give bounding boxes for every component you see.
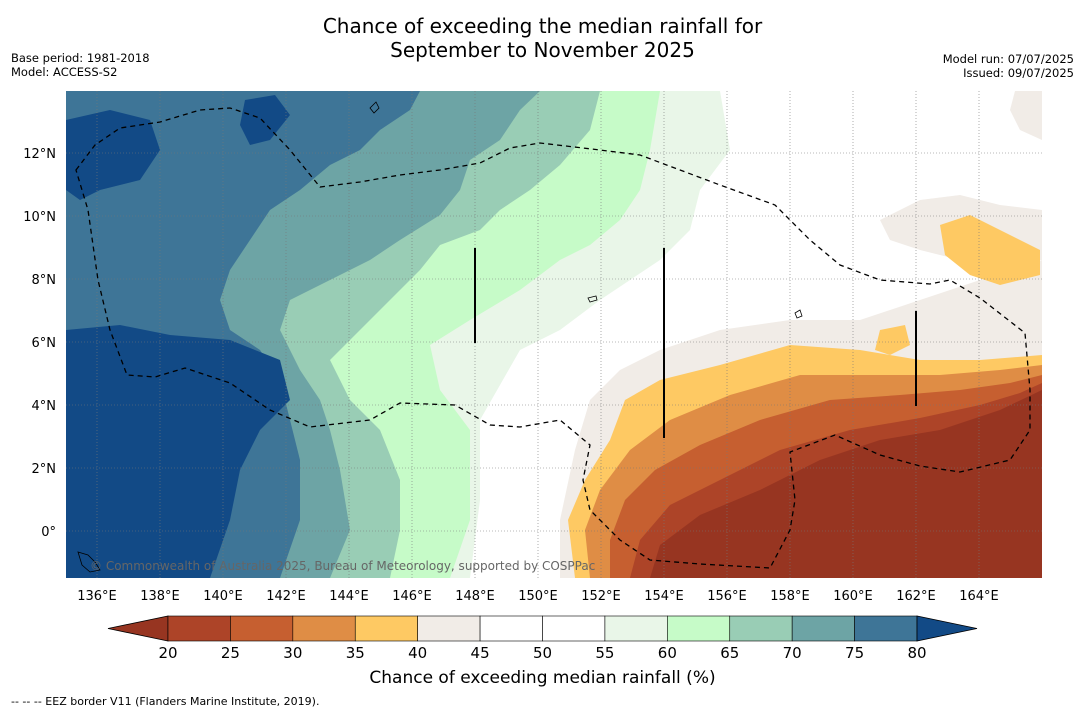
colorbar-tick-label: 60 (658, 644, 677, 662)
map-field (66, 91, 1042, 578)
band-45-c (1010, 91, 1042, 140)
lon-axis: 136°E 138°E 140°E 142°E 144°E 146°E 148°… (77, 589, 999, 604)
colorbar-bin (854, 615, 918, 642)
colorbar-bin (354, 615, 418, 642)
title-line-1: Chance of exceeding the median rainfall … (322, 14, 763, 38)
colorbar-tick-label: 45 (471, 644, 490, 662)
model-run: Model run: 07/07/2025 (942, 52, 1074, 66)
colorbar-tick-label: 55 (595, 644, 614, 662)
colorbar: 20 25 30 35 40 45 50 55 60 65 70 75 80 (107, 615, 978, 662)
lat-label: 12°N (23, 147, 56, 162)
colorbar-over-arrow (916, 615, 978, 642)
colorbar-bin (479, 615, 543, 642)
colorbar-bin (292, 615, 356, 642)
lat-label: 0° (41, 525, 56, 540)
lon-label: 148°E (455, 589, 495, 604)
colorbar-tick-label: 35 (346, 644, 365, 662)
lat-label: 6°N (32, 336, 57, 351)
model-name: Model: ACCESS-S2 (11, 65, 118, 79)
base-period: Base period: 1981-2018 (11, 51, 150, 65)
colorbar-bin (542, 615, 606, 642)
title-line-2: September to November 2025 (390, 38, 695, 62)
lat-label: 8°N (32, 273, 57, 288)
lon-label: 152°E (581, 589, 621, 604)
colorbar-bin (417, 615, 481, 642)
vertical-markers (474, 248, 917, 438)
colorbar-under-arrow (107, 615, 169, 642)
lat-axis: 12°N 10°N 8°N 6°N 4°N 2°N 0° (23, 147, 56, 540)
footnote: -- -- -- EEZ border V11 (Flanders Marine… (11, 695, 320, 708)
lon-label: 142°E (266, 589, 306, 604)
lat-label: 10°N (23, 210, 56, 225)
copyright-text: © Commonwealth of Australia 2025, Bureau… (90, 559, 595, 573)
colorbar-bin (667, 615, 731, 642)
eez-border (75, 107, 1031, 569)
lon-label: 162°E (896, 589, 936, 604)
lon-label: 136°E (77, 589, 117, 604)
colorbar-bin (230, 615, 294, 642)
colorbar-tick-label: 80 (907, 644, 926, 662)
band-40-c (875, 325, 910, 355)
colorbar-tick-label: 20 (158, 644, 177, 662)
colorbar-label: Chance of exceeding median rainfall (%) (369, 668, 716, 688)
colorbar-bin (791, 615, 855, 642)
lon-label: 146°E (392, 589, 432, 604)
colorbar-tick-label: 70 (783, 644, 802, 662)
lon-label: 144°E (329, 589, 369, 604)
gridlines (66, 91, 1042, 578)
lon-label: 138°E (140, 589, 180, 604)
lon-label: 150°E (518, 589, 558, 604)
islands (77, 101, 803, 573)
colorbar-bin (167, 615, 231, 642)
band-over-3 (240, 95, 290, 145)
colorbar-tick-label: 25 (221, 644, 240, 662)
issued-date: Issued: 09/07/2025 (963, 66, 1074, 80)
colorbar-tick-label: 30 (283, 644, 302, 662)
band-over-2 (66, 110, 160, 200)
colorbar-tick-label: 50 (533, 644, 552, 662)
band-over (66, 325, 290, 578)
meta-right: Model run: 07/07/2025 Issued: 09/07/2025 (943, 52, 1074, 80)
colorbar-tick-label: 65 (720, 644, 739, 662)
band-40-b (940, 215, 1040, 285)
lon-label: 156°E (707, 589, 747, 604)
colorbar-tick-label: 75 (845, 644, 864, 662)
chart-title: Chance of exceeding the median rainfall … (0, 14, 1085, 62)
colorbar-tick-label: 40 (408, 644, 427, 662)
lon-label: 140°E (203, 589, 243, 604)
lat-label: 4°N (32, 399, 57, 414)
lon-label: 164°E (959, 589, 999, 604)
lat-label: 2°N (32, 462, 57, 477)
lon-label: 154°E (644, 589, 684, 604)
colorbar-bin (604, 615, 668, 642)
meta-left: Base period: 1981-2018 Model: ACCESS-S2 (11, 51, 150, 79)
band-under (650, 390, 1042, 578)
lon-label: 158°E (770, 589, 810, 604)
lon-label: 160°E (833, 589, 873, 604)
colorbar-bin (729, 615, 793, 642)
